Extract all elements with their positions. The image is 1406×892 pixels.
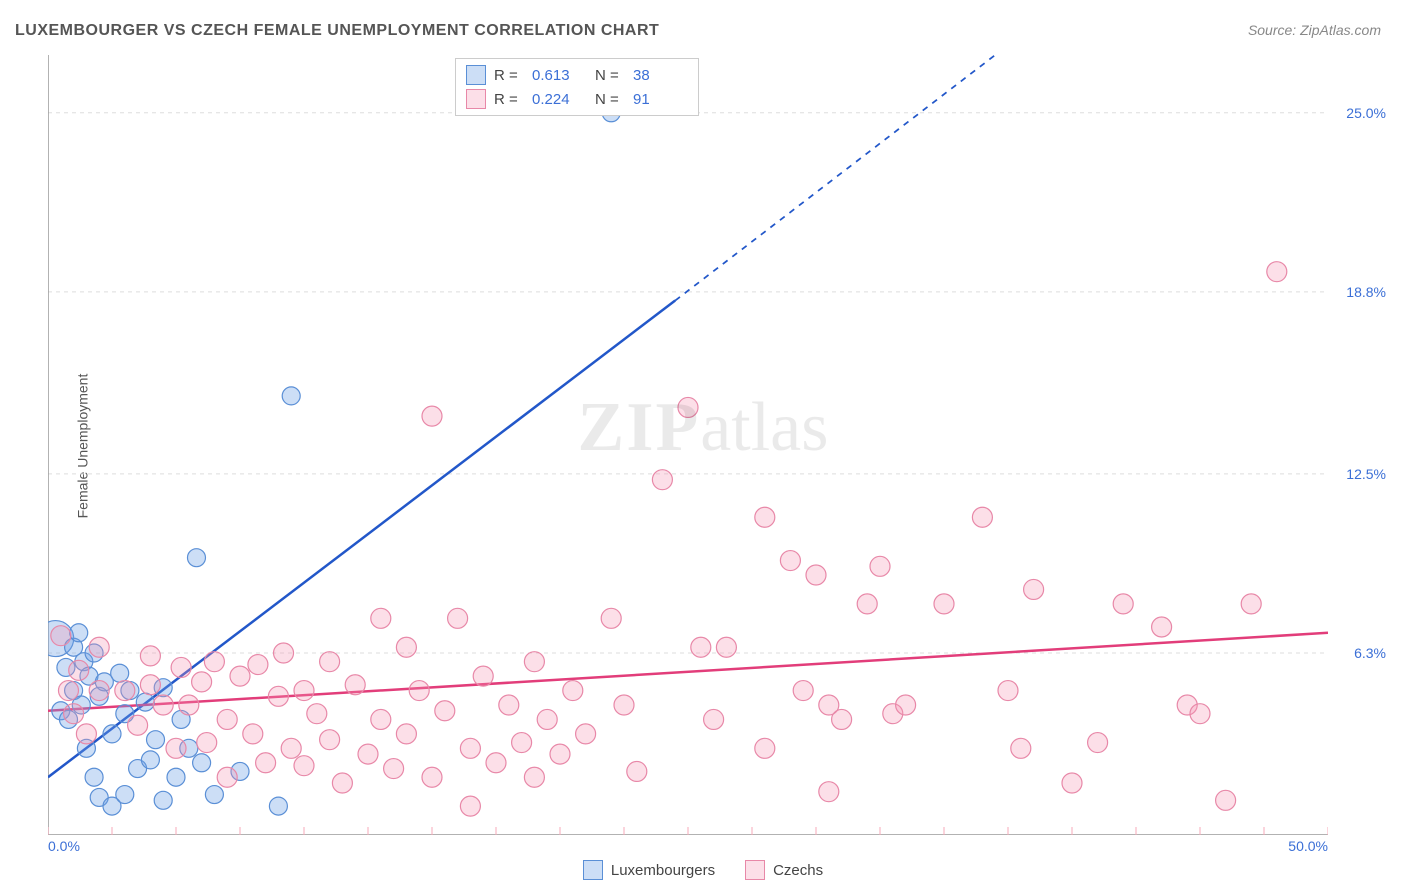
- y-tick-label: 18.8%: [1346, 284, 1386, 300]
- chart-title: LUXEMBOURGER VS CZECH FEMALE UNEMPLOYMEN…: [15, 22, 659, 40]
- legend-swatch: [466, 65, 486, 85]
- legend-n-label: N =: [595, 67, 625, 84]
- x-min-label: 0.0%: [48, 838, 80, 854]
- legend-n-value: 38: [633, 67, 688, 84]
- legend-r-label: R =: [494, 67, 524, 84]
- legend-swatch: [745, 860, 765, 880]
- y-tick-label: 12.5%: [1346, 466, 1386, 482]
- legend-series-item: Luxembourgers: [583, 860, 715, 880]
- scatter-plot: [48, 55, 1328, 835]
- legend-n-label: N =: [595, 91, 625, 108]
- y-tick-label: 6.3%: [1354, 645, 1386, 661]
- legend-series-name: Luxembourgers: [611, 862, 715, 879]
- legend-n-value: 91: [633, 91, 688, 108]
- legend-stat-row: R = 0.224 N = 91: [466, 87, 688, 111]
- correlation-legend: R = 0.613 N = 38 R = 0.224 N = 91: [455, 58, 699, 116]
- legend-r-value: 0.224: [532, 91, 587, 108]
- legend-swatch: [466, 89, 486, 109]
- chart-source: Source: ZipAtlas.com: [1248, 22, 1381, 38]
- y-tick-label: 25.0%: [1346, 105, 1386, 121]
- legend-r-label: R =: [494, 91, 524, 108]
- legend-r-value: 0.613: [532, 67, 587, 84]
- legend-swatch: [583, 860, 603, 880]
- x-max-label: 50.0%: [1288, 838, 1328, 854]
- series-legend: Luxembourgers Czechs: [0, 860, 1406, 880]
- legend-series-item: Czechs: [745, 860, 823, 880]
- legend-series-name: Czechs: [773, 862, 823, 879]
- legend-stat-row: R = 0.613 N = 38: [466, 63, 688, 87]
- x-axis-tick-labels: 0.0% 50.0%: [48, 838, 1328, 854]
